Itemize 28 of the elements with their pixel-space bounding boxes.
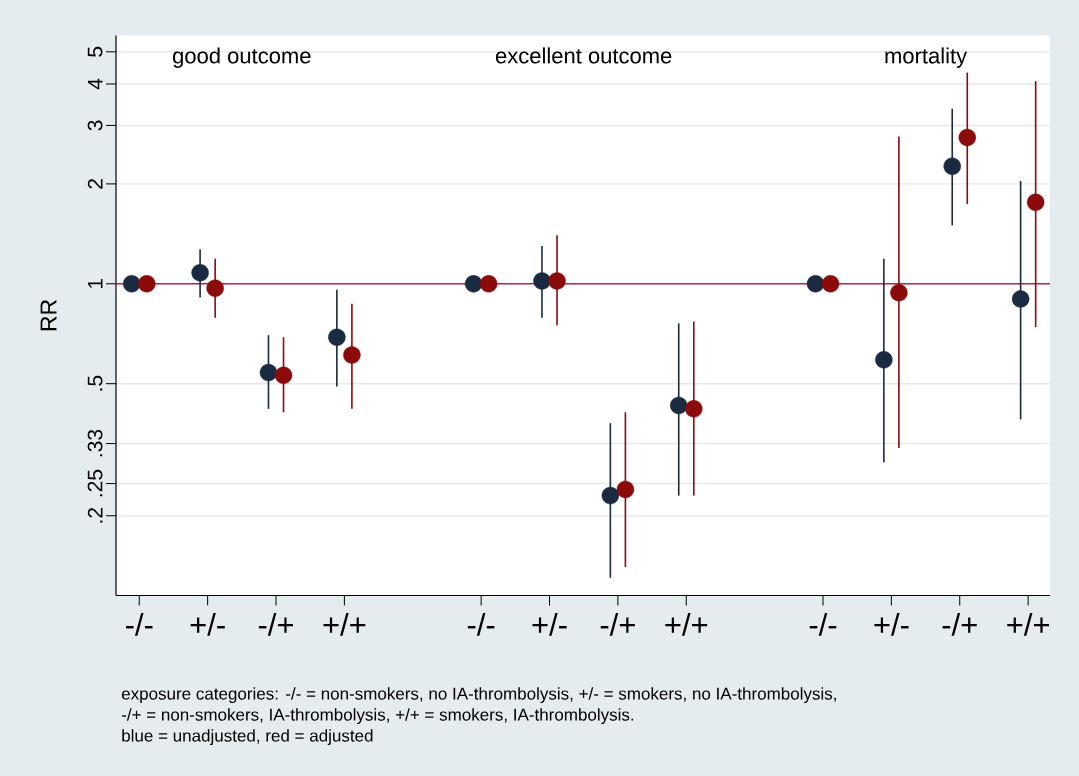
y-tick-label: .2 <box>87 508 103 523</box>
annotation: excellent outcome <box>495 47 672 64</box>
x-tick-label: +/- <box>874 612 909 636</box>
x-tick-label: -/- <box>125 612 153 636</box>
y-tick-label: 1 <box>88 278 103 289</box>
x-tick-label: -/- <box>809 612 837 636</box>
x-tick-label: +/+ <box>1007 612 1050 636</box>
y-tick-label: 4 <box>88 78 103 90</box>
y-tick-label: .5 <box>87 375 103 391</box>
annotation: mortality <box>885 47 968 68</box>
x-tick-label: +/+ <box>665 612 708 636</box>
y-tick-label: 2 <box>87 179 103 189</box>
y-tick-label: .33 <box>87 429 103 457</box>
x-tick-label: -/+ <box>942 612 977 636</box>
y-axis-title: RR <box>40 299 57 331</box>
x-tick-label: +/- <box>532 612 567 636</box>
x-tick-label: -/+ <box>600 612 635 636</box>
y-tick-label: .25 <box>87 469 103 497</box>
y-tick-label: 5 <box>87 46 103 57</box>
text: -/+ = non-smokers, IA-thrombolysis, +/+ = smokers, IA-thrombolysis. <box>121 708 634 725</box>
x-tick-label: +/+ <box>323 612 366 636</box>
x-tick-label: -/- <box>467 612 495 636</box>
y-tick-label: 3 <box>87 120 103 131</box>
x-tick-label: +/- <box>190 612 225 636</box>
text: exposure categories: -/- = non-smokers, no IA-thrombolysis, +/- = smokers, no IA-thrombolysis, <box>121 687 836 704</box>
text: blue = unadjusted, red = adjusted <box>122 729 373 746</box>
annotation: good outcome <box>173 47 311 68</box>
x-tick-label: -/+ <box>258 612 293 636</box>
